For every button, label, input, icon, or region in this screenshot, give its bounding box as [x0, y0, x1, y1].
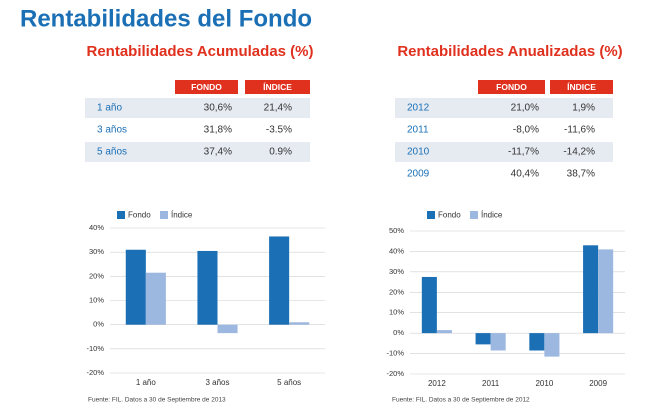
cell: 21,0% — [511, 103, 539, 114]
cell: 1,9% — [572, 103, 595, 114]
y-tick-label: 20% — [389, 287, 404, 296]
footnote: Fuente: FIL. Datos a 30 de Septiembre de… — [88, 397, 226, 404]
bar — [583, 245, 599, 334]
y-tick-label: 20% — [89, 271, 104, 280]
y-tick-label: -10% — [86, 344, 104, 353]
row-label: 2012 — [407, 103, 430, 114]
legend-swatch — [160, 211, 168, 219]
cell: 21,4% — [264, 103, 292, 114]
page-title: Rentabilidades del Fondo — [20, 5, 312, 32]
header-label: FONDO — [496, 82, 527, 92]
bar — [436, 330, 452, 334]
row-label: 3 años — [97, 125, 127, 136]
y-tick-label: -20% — [386, 369, 404, 378]
y-tick-label: 0% — [93, 320, 104, 329]
x-tick-label: 2012 — [428, 379, 446, 388]
cell: -11,6% — [564, 125, 595, 136]
y-tick-label: 40% — [89, 223, 104, 232]
x-tick-label: 3 años — [205, 378, 229, 387]
legend-swatch — [117, 211, 125, 219]
y-tick-label: -10% — [386, 349, 404, 358]
header-cell — [478, 80, 545, 94]
cell: -11,7% — [508, 147, 539, 158]
y-tick-label: 0% — [393, 328, 404, 337]
bar — [269, 236, 290, 325]
header-cell — [175, 80, 238, 94]
section-heading: Rentabilidades Acumuladas (%) — [87, 43, 314, 60]
legend-swatch — [427, 211, 435, 219]
legend-swatch — [470, 211, 478, 219]
y-tick-label: 30% — [389, 267, 404, 276]
row-label: 2011 — [407, 125, 429, 136]
bar — [125, 249, 146, 325]
cell: 31,8% — [204, 125, 232, 136]
y-tick-label: 40% — [389, 246, 404, 255]
header-label: FONDO — [191, 82, 222, 92]
y-tick-label: -20% — [86, 368, 104, 377]
bar — [145, 272, 166, 325]
bar — [475, 333, 491, 345]
bar — [490, 333, 506, 351]
bar — [529, 333, 545, 351]
cell: -3.5% — [266, 125, 292, 136]
legend-label: Índice — [481, 211, 503, 220]
cell: 0.9% — [269, 147, 292, 158]
y-tick-label: 10% — [389, 308, 404, 317]
x-tick-label: 2011 — [482, 379, 500, 388]
cell: 37,4% — [204, 147, 232, 158]
y-tick-label: 30% — [89, 247, 104, 256]
cell: -14,2% — [563, 147, 595, 158]
x-tick-label: 2009 — [589, 379, 607, 388]
x-tick-label: 1 año — [136, 378, 157, 387]
x-tick-label: 2010 — [535, 379, 553, 388]
bar — [421, 276, 437, 334]
row-label: 1 año — [97, 103, 122, 114]
x-tick-label: 5 años — [277, 378, 301, 387]
bar — [289, 322, 310, 325]
row-band — [395, 98, 613, 118]
row-label: 2009 — [407, 169, 430, 180]
legend-label: Fondo — [128, 211, 151, 220]
cell: 38,7% — [567, 169, 595, 180]
row-band — [85, 142, 310, 162]
row-band — [85, 98, 310, 118]
bar — [217, 324, 238, 334]
row-label: 2010 — [407, 147, 430, 158]
y-tick-label: 10% — [89, 295, 104, 304]
footnote: Fuente: FIL. Datos a 30 de Septiembre de… — [392, 397, 530, 404]
header-label: ÍNDICE — [567, 82, 596, 92]
bar — [544, 333, 560, 357]
header-cell — [245, 80, 310, 94]
bar — [197, 250, 218, 325]
legend-label: Fondo — [438, 211, 461, 220]
row-label: 5 años — [97, 147, 127, 158]
y-tick-label: 50% — [389, 226, 404, 235]
section-heading: Rentabilidades Anualizadas (%) — [397, 43, 622, 60]
cell: 40,4% — [511, 169, 539, 180]
bar — [598, 249, 614, 334]
header-cell — [550, 80, 613, 94]
header-label: ÍNDICE — [263, 82, 292, 92]
cell: 30,6% — [204, 103, 232, 114]
legend-label: Índice — [171, 211, 193, 220]
cell: -8,0% — [513, 125, 539, 136]
row-band — [395, 142, 613, 162]
